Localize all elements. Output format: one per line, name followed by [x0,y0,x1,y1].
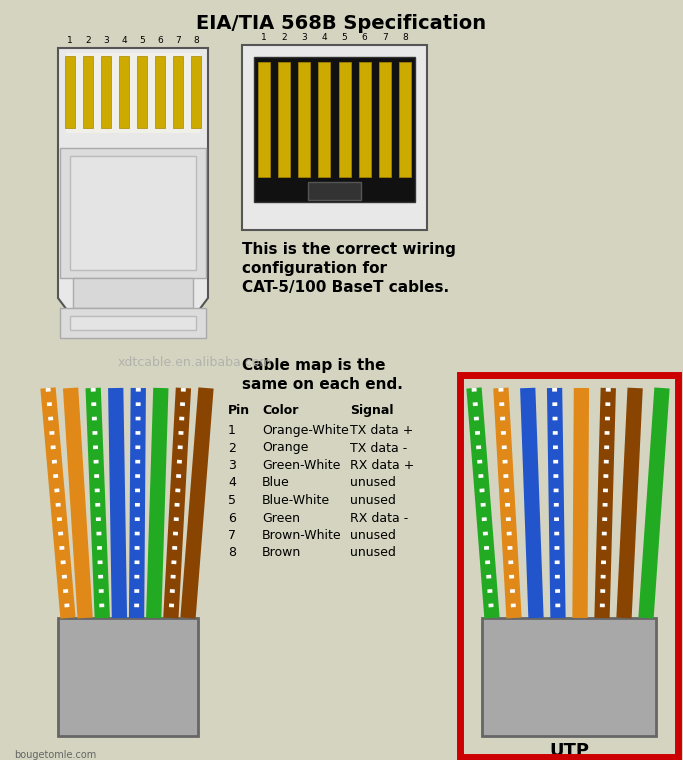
Text: TX data +: TX data + [350,424,413,437]
Text: 2: 2 [85,36,91,45]
Bar [298,62,310,177]
Text: 4: 4 [228,477,236,489]
Text: Cable map is the: Cable map is the [242,358,385,373]
Text: 6: 6 [362,33,367,42]
Bar [359,62,371,177]
Text: Orange: Orange [262,442,309,454]
Text: Signal: Signal [350,404,393,417]
Text: 3: 3 [301,33,307,42]
Text: Brown: Brown [262,546,301,559]
Bar [73,278,193,308]
Bar [66,53,200,133]
Bar [482,618,656,736]
Bar [379,62,391,177]
Text: 3: 3 [228,459,236,472]
Text: 6: 6 [228,511,236,524]
Bar [460,375,678,757]
Text: RX data +: RX data + [350,459,415,472]
Text: 7: 7 [175,36,181,45]
Text: Pin: Pin [228,404,250,417]
Text: 3: 3 [103,36,109,45]
Bar [137,56,147,128]
Text: 1: 1 [228,424,236,437]
Bar [155,56,165,128]
Text: 7: 7 [382,33,388,42]
Text: Green: Green [262,511,300,524]
Text: same on each end.: same on each end. [242,377,403,392]
Text: EIA/TIA 568B Specification: EIA/TIA 568B Specification [196,14,486,33]
Text: configuration for: configuration for [242,261,387,276]
Text: 7: 7 [228,529,236,542]
Bar [70,156,196,270]
Bar [308,182,361,200]
Bar [258,62,270,177]
Text: 5: 5 [342,33,348,42]
Bar [278,62,290,177]
Text: 1: 1 [67,36,73,45]
Bar [254,57,415,202]
Text: unused: unused [350,494,396,507]
Bar [60,308,206,338]
Text: 8: 8 [193,36,199,45]
Text: 8: 8 [402,33,408,42]
Text: unused: unused [350,477,396,489]
Bar [83,56,93,128]
Bar [173,56,183,128]
Text: CAT-5/100 BaseT cables.: CAT-5/100 BaseT cables. [242,280,449,295]
Text: UTP: UTP [549,742,589,760]
Text: 8: 8 [228,546,236,559]
Text: Blue: Blue [262,477,290,489]
Bar [65,56,75,128]
Text: xdtcable.en.alibaba.com: xdtcable.en.alibaba.com [117,356,273,369]
Text: 6: 6 [157,36,163,45]
Text: unused: unused [350,529,396,542]
Bar [58,618,198,736]
Bar [119,56,129,128]
Bar [339,62,350,177]
Text: Crossover: Crossover [518,758,619,760]
Bar [242,45,427,230]
Text: RX data -: RX data - [350,511,408,524]
Text: 2: 2 [281,33,287,42]
Text: bougetomle.com: bougetomle.com [14,750,96,760]
Text: Brown-White: Brown-White [262,529,342,542]
Text: Green-White: Green-White [262,459,340,472]
Text: 5: 5 [228,494,236,507]
Text: Blue-White: Blue-White [262,494,330,507]
Text: Color: Color [262,404,298,417]
Bar [70,316,196,330]
Text: This is the correct wiring: This is the correct wiring [242,242,456,257]
Bar [101,56,111,128]
Text: 4: 4 [322,33,327,42]
Text: unused: unused [350,546,396,559]
Bar [318,62,331,177]
Text: 5: 5 [139,36,145,45]
Bar [399,62,411,177]
Bar [60,148,206,278]
Bar [191,56,201,128]
Text: TX data -: TX data - [350,442,407,454]
Polygon shape [58,48,208,328]
Text: Orange-White: Orange-White [262,424,349,437]
Text: 2: 2 [228,442,236,454]
Text: 1: 1 [261,33,267,42]
Text: 4: 4 [121,36,127,45]
